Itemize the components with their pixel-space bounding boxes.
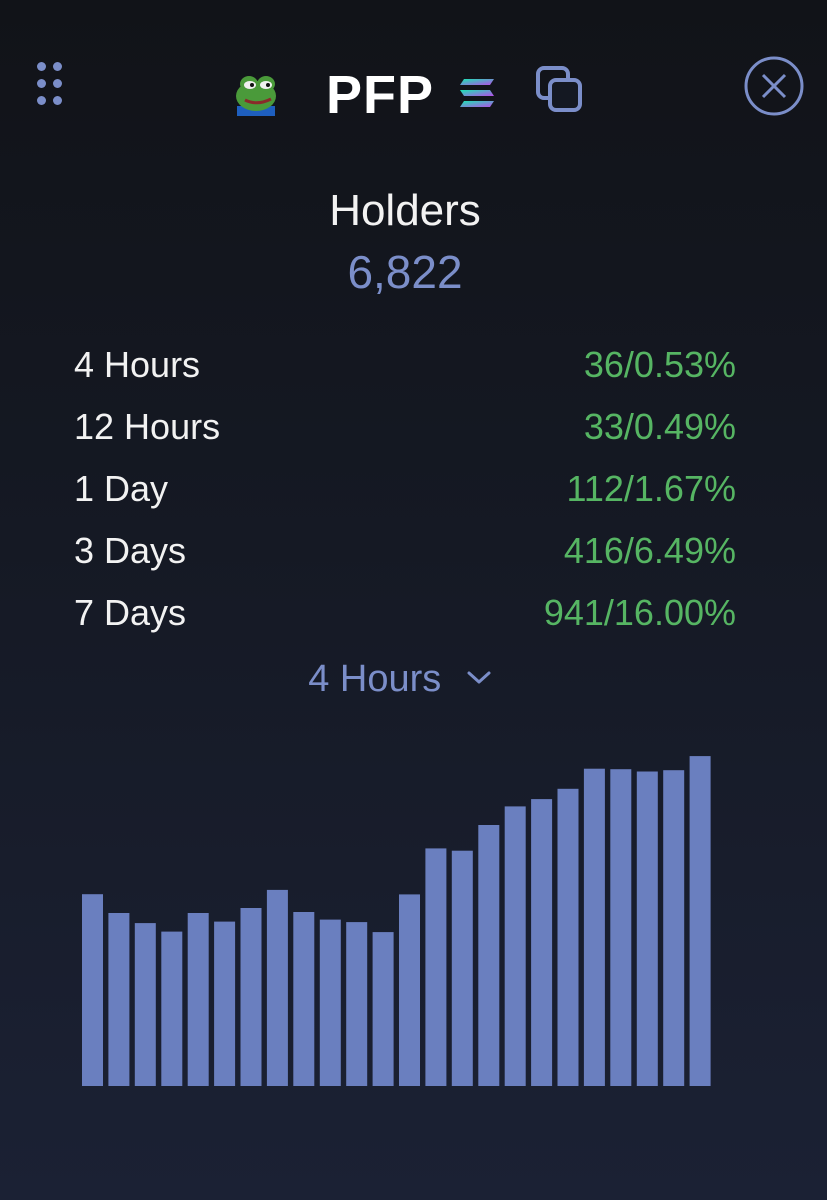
holder-stats-list: 4 Hours 36/0.53% 12 Hours 33/0.49% 1 Day… [74,334,736,644]
chart-bar [214,921,236,1086]
pepe-frog-icon [236,76,276,116]
token-title: PFP [326,65,435,125]
stat-label: 1 Day [74,468,169,509]
period-dropdown[interactable]: 4 Hours [0,654,800,704]
chart-bar [531,799,553,1086]
chart-bar [636,771,658,1086]
stat-label: 7 Days [74,592,187,633]
chart-bar [663,770,685,1086]
stat-value: 941/16.00% [543,592,736,633]
stat-value: 33/0.49% [583,406,736,447]
grip-dots-icon[interactable] [37,62,65,108]
chart-bar [240,908,262,1086]
chart-bar [134,923,156,1086]
chart-bar [399,894,420,1086]
stat-label: 12 Hours [74,406,221,447]
chart-bar [372,932,394,1086]
chart-bar [425,848,447,1086]
chart-bar [293,912,315,1086]
chart-bar [451,850,473,1086]
chart-bar [478,825,500,1086]
chart-bar [161,931,183,1086]
stat-value: 36/0.53% [583,344,736,385]
solana-icon [460,79,494,107]
chart-bar [557,788,579,1086]
chart-bar [108,913,130,1086]
stat-label: 4 Hours [74,344,201,385]
copy-icon[interactable] [534,64,584,114]
chart-bar [583,768,605,1086]
period-dropdown-label: 4 Hours [308,658,442,700]
stat-label: 3 Days [74,530,187,571]
stat-value: 416/6.49% [563,530,736,571]
stat-row-12-hours: 12 Hours 33/0.49% [74,396,736,458]
stat-row-3-days: 3 Days 416/6.49% [74,520,736,582]
header: PFP [0,0,827,180]
stat-value: 112/1.67% [566,468,736,509]
holders-label: Holders [329,186,481,235]
chart-bar [187,913,209,1086]
chevron-down-icon [467,671,491,684]
stat-row-7-days: 7 Days 941/16.00% [74,582,736,644]
chart-bar [610,769,632,1086]
chart-bar [82,894,103,1086]
stat-row-4-hours: 4 Hours 36/0.53% [74,334,736,396]
chart-bar [266,889,288,1086]
chart-bar [346,922,368,1086]
holders-count: 6,822 [347,246,463,298]
chart-bar [689,756,711,1086]
close-icon[interactable] [743,55,805,117]
stat-row-1-day: 1 Day 112/1.67% [74,458,736,520]
chart-bar [504,806,526,1086]
chart-bar [319,919,341,1086]
